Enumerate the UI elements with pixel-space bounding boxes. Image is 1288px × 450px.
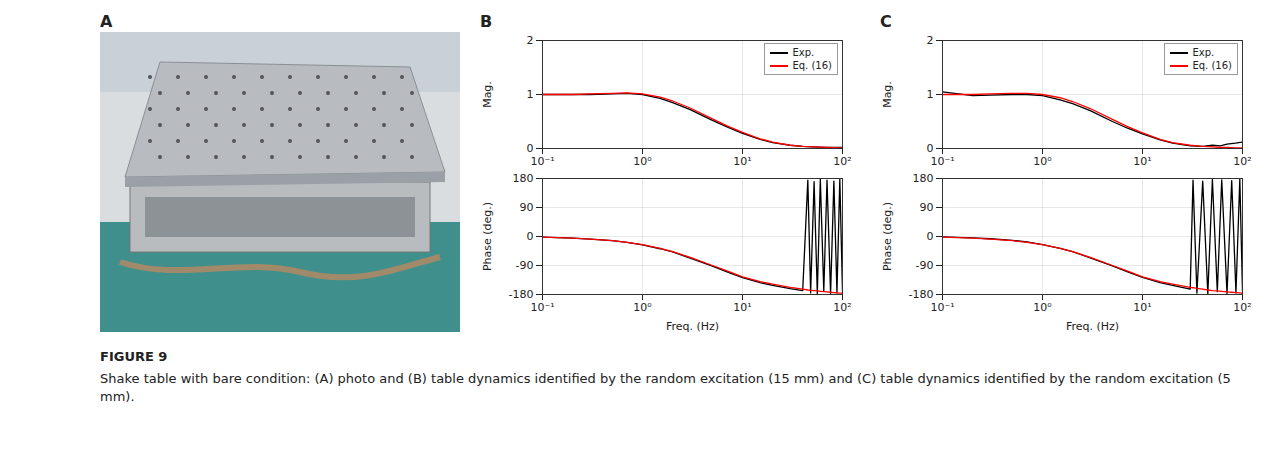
svg-text:-180: -180	[909, 288, 934, 301]
svg-text:Phase (deg.): Phase (deg.)	[481, 202, 494, 271]
html-text:A: A	[100, 12, 113, 31]
svg-text:Mag.: Mag.	[881, 81, 894, 108]
svg-text:10⁰: 10⁰	[633, 301, 652, 314]
svg-text:Freq. (Hz): Freq. (Hz)	[666, 320, 719, 333]
svg-text:0: 0	[527, 230, 534, 243]
svg-text:10⁻¹: 10⁻¹	[930, 155, 954, 168]
svg-text:1: 1	[527, 88, 534, 101]
svg-text:0: 0	[927, 230, 934, 243]
svg-text:2: 2	[527, 34, 534, 47]
html-text:Exp.: Exp.	[792, 47, 815, 58]
svg-text:0: 0	[927, 142, 934, 155]
svg-text:10⁰: 10⁰	[633, 155, 652, 168]
svg-text:10⁻¹: 10⁻¹	[530, 155, 554, 168]
html-text:FIGURE 9: FIGURE 9	[100, 349, 168, 364]
svg-text:10²: 10²	[833, 155, 851, 168]
svg-text:10¹: 10¹	[733, 155, 751, 168]
html-text:Shake table with bare conditio: Shake table with bare condition: (A) pho…	[100, 371, 1231, 404]
html-text:B: B	[480, 12, 493, 31]
svg-text:-180: -180	[509, 288, 534, 301]
svg-text:180: 180	[913, 172, 934, 185]
svg-text:0: 0	[527, 142, 534, 155]
svg-text:1: 1	[927, 88, 934, 101]
svg-text:-90: -90	[516, 259, 534, 272]
svg-text:Phase (deg.): Phase (deg.)	[881, 202, 894, 271]
svg-text:10¹: 10¹	[1133, 301, 1151, 314]
html-text:Exp.: Exp.	[1192, 47, 1215, 58]
svg-text:10⁰: 10⁰	[1033, 155, 1052, 168]
html-text:C: C	[880, 12, 892, 31]
svg-text:Freq. (Hz): Freq. (Hz)	[1066, 320, 1119, 333]
html-text:Eq. (16): Eq. (16)	[792, 60, 832, 71]
svg-text:10⁰: 10⁰	[1033, 301, 1052, 314]
svg-text:180: 180	[513, 172, 534, 185]
svg-text:10²: 10²	[833, 301, 851, 314]
svg-text:10¹: 10¹	[733, 301, 751, 314]
svg-text:10¹: 10¹	[1133, 155, 1151, 168]
svg-text:10⁻¹: 10⁻¹	[530, 301, 554, 314]
svg-text:10²: 10²	[1233, 301, 1251, 314]
svg-text:90: 90	[520, 201, 534, 214]
svg-text:90: 90	[920, 201, 934, 214]
html-text:Eq. (16): Eq. (16)	[1192, 60, 1232, 71]
svg-text:10²: 10²	[1233, 155, 1251, 168]
svg-text:Mag.: Mag.	[481, 81, 494, 108]
svg-text:-90: -90	[916, 259, 934, 272]
svg-text:2: 2	[927, 34, 934, 47]
svg-text:10⁻¹: 10⁻¹	[930, 301, 954, 314]
